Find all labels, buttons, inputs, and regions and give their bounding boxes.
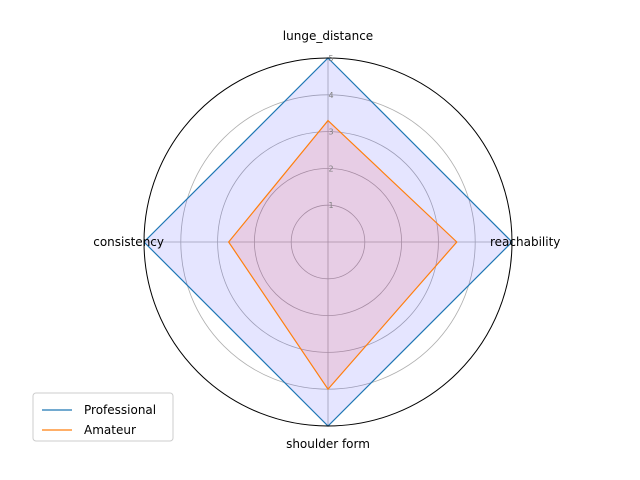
radial-tick-label-4: 5 [328,54,333,63]
legend-label-professional: Professional [84,403,156,417]
radial-tick-label-2: 3 [328,128,333,137]
legend-frame [32,392,174,442]
axis-labels: lunge_distance reachability shoulder form c… [93,29,560,451]
axis-label-0: lunge_distance [283,29,373,43]
radial-tick-labels: 1 2 3 4 5 [328,54,333,210]
series-line-1 [227,119,458,391]
radar-outer-frame [143,57,513,427]
axis-label-1: reachability [490,235,560,249]
legend-label-amateur: Amateur [84,423,136,437]
series-fill-1 [228,120,457,390]
axis-label-2: shoulder form [286,437,370,451]
axis-label-3: consistency [93,235,164,249]
radial-tick-label-1: 2 [328,164,333,173]
radial-tick-label-0: 1 [328,201,333,210]
radial-tick-label-3: 4 [328,91,333,100]
legend: Professional Amateur [32,392,174,442]
